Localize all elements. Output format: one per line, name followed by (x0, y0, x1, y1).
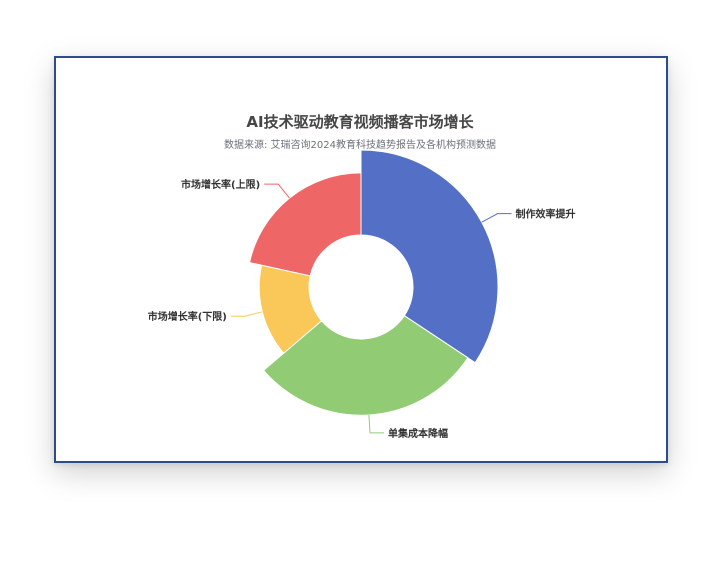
leader-line-0 (481, 213, 512, 223)
slice-1[interactable] (262, 315, 469, 416)
slice-3[interactable] (248, 172, 362, 277)
leader-group (230, 183, 512, 434)
chart-card: AI技术驱动教育视频播客市场增长 数据来源: 艾瑞咨询2024教育科技趋势报告及… (54, 56, 668, 463)
slice-label-0: 制作效率提升 (516, 208, 576, 221)
slice-group (248, 149, 499, 416)
slice-label-1: 单集成本降幅 (388, 427, 448, 440)
chart-subtitle: 数据来源: 艾瑞咨询2024教育科技趋势报告及各机构预测数据 (224, 138, 496, 151)
slice-label-2: 市场增长率(下限) (148, 310, 227, 323)
leader-line-1 (368, 414, 384, 434)
chart-title: AI技术驱动教育视频播客市场增长 (246, 113, 474, 131)
chart-canvas: AI技术驱动教育视频播客市场增长 数据来源: 艾瑞咨询2024教育科技趋势报告及… (148, 113, 576, 440)
slice-0[interactable] (360, 149, 499, 364)
leader-line-3 (264, 183, 290, 199)
leader-line-2 (230, 311, 263, 317)
slice-label-3: 市场增长率(上限) (181, 178, 260, 191)
